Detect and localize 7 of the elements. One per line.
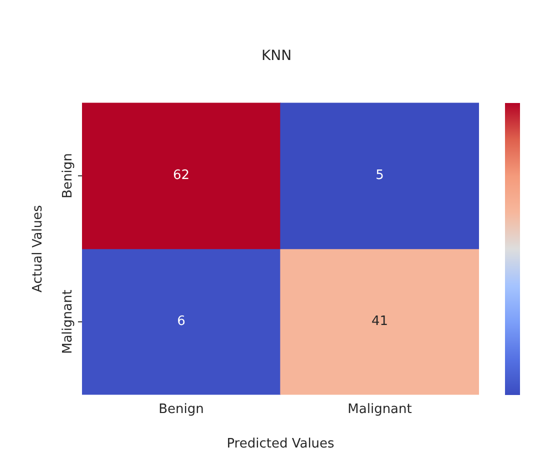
x-axis-title: Predicted Values	[226, 436, 335, 452]
data-label: 41	[371, 314, 388, 330]
data-label: 5	[376, 168, 384, 184]
chart-title: KNN	[261, 48, 292, 64]
data-label: 62	[172, 168, 190, 184]
data-label: 6	[177, 314, 186, 330]
y-axis-title: Actual Values	[30, 204, 46, 292]
